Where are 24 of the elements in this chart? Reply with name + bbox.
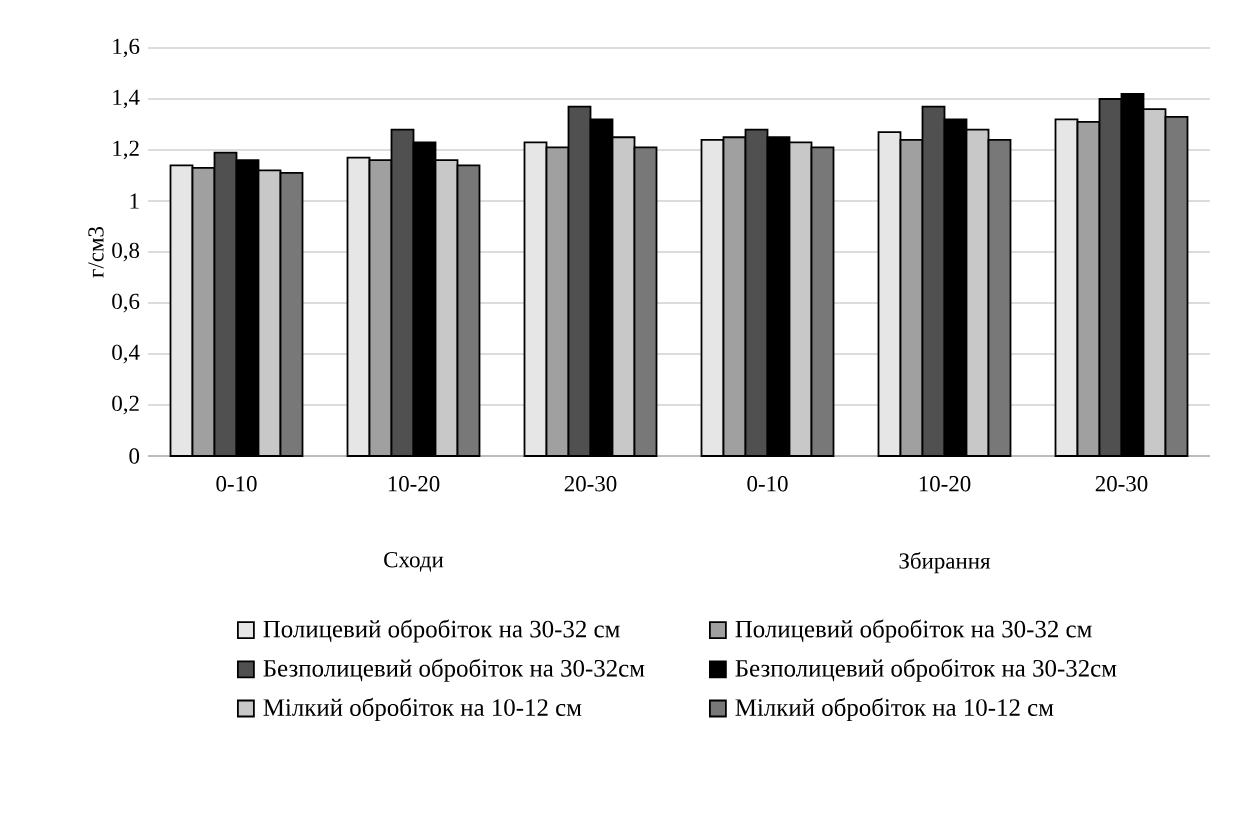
legend-label: Полицевий обробіток на 30-32 см xyxy=(263,619,620,643)
x-tick-label: 0-10 xyxy=(747,476,788,492)
text: Збирання xyxy=(899,552,991,574)
legend-label: Мілкий обробіток на 10-12 см xyxy=(263,697,582,722)
y-tick-label: 0,4 xyxy=(112,344,140,364)
x-tick-label: 10-20 xyxy=(388,476,440,492)
y-tick-label: 0,6 xyxy=(112,293,140,313)
legend-label: Безполицевий обробіток на 30-32см xyxy=(735,658,1117,682)
legend-label: Полицевий обробіток на 30-32 см xyxy=(735,619,1092,643)
y-tick-label: 0 xyxy=(129,448,140,464)
y-tick-label: 0,8 xyxy=(112,242,140,262)
text: Сходи xyxy=(384,552,444,572)
x-tick-label: 20-30 xyxy=(564,476,617,492)
y-tick-label: 1,4 xyxy=(113,89,140,109)
y-tick-label: 0,2 xyxy=(112,395,139,415)
y-axis-title: г/см3 xyxy=(88,226,104,278)
legend-label: Безполицевий обробіток на 30-32см xyxy=(263,658,645,682)
y-tick-label: 1,2 xyxy=(113,140,139,160)
x-tick-label: 20-30 xyxy=(1095,476,1148,492)
y-tick-label: 1 xyxy=(130,193,139,209)
y-tick-label: 1,6 xyxy=(113,38,140,58)
x-tick-label: 0-10 xyxy=(216,476,257,492)
x-tick-label: 10-20 xyxy=(919,476,971,492)
legend-label: Мілкий обробіток на 10-12 см xyxy=(735,697,1054,722)
